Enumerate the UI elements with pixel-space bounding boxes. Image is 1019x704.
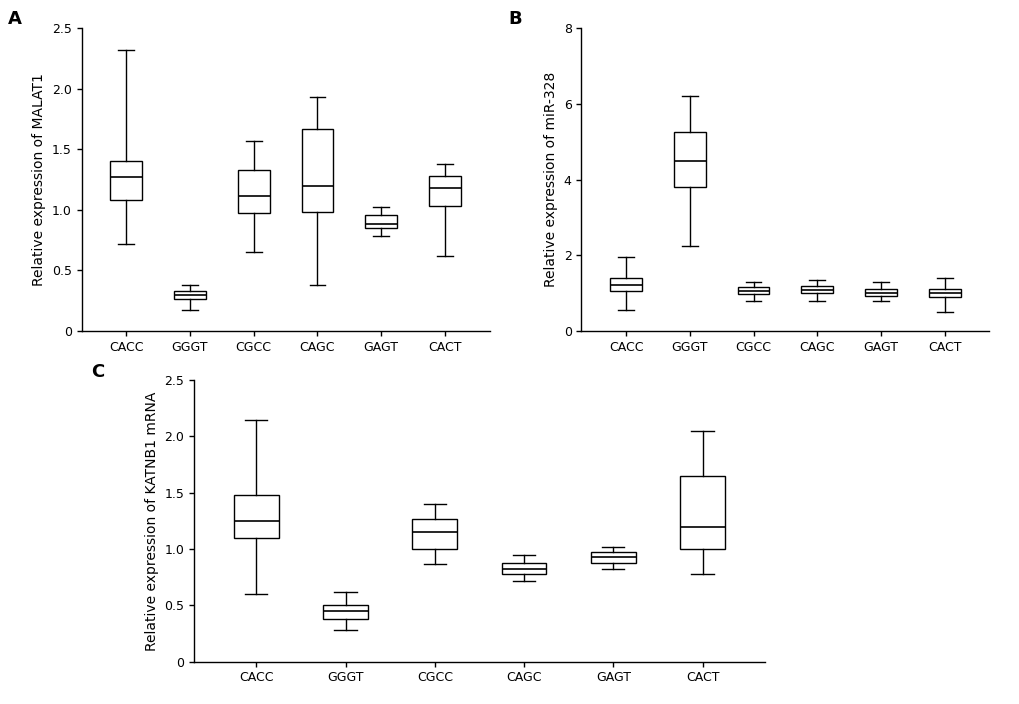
PathPatch shape (302, 129, 333, 212)
PathPatch shape (928, 289, 960, 297)
PathPatch shape (174, 291, 206, 299)
PathPatch shape (680, 476, 725, 549)
Text: C: C (91, 363, 104, 382)
Y-axis label: Relative expression of KATNB1 mRNA: Relative expression of KATNB1 mRNA (145, 391, 158, 650)
PathPatch shape (323, 605, 368, 619)
PathPatch shape (864, 289, 896, 296)
PathPatch shape (365, 215, 396, 228)
PathPatch shape (737, 287, 768, 294)
PathPatch shape (501, 562, 546, 574)
PathPatch shape (429, 176, 461, 206)
PathPatch shape (233, 495, 278, 538)
PathPatch shape (110, 161, 142, 200)
Text: A: A (8, 10, 22, 28)
PathPatch shape (412, 519, 457, 549)
PathPatch shape (609, 278, 641, 291)
PathPatch shape (237, 170, 269, 213)
Y-axis label: Relative expression of miR-328: Relative expression of miR-328 (543, 72, 557, 287)
PathPatch shape (590, 553, 635, 562)
Text: B: B (507, 10, 521, 28)
Y-axis label: Relative expression of MALAT1: Relative expression of MALAT1 (33, 73, 46, 286)
PathPatch shape (674, 132, 705, 187)
PathPatch shape (801, 287, 833, 293)
